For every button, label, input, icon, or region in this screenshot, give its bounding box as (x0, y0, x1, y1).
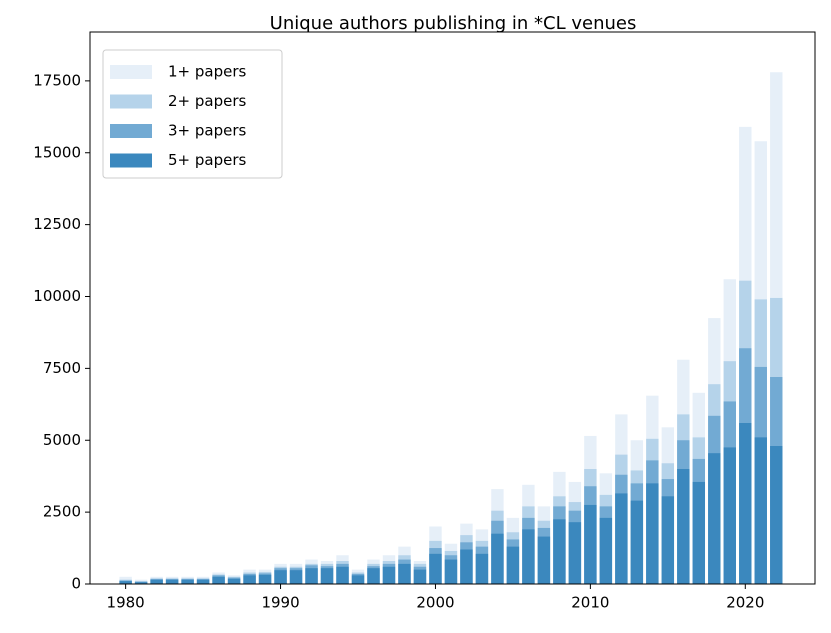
bar (568, 522, 582, 584)
y-tick-label: 15000 (33, 143, 81, 161)
bar (491, 533, 504, 584)
bar (460, 549, 473, 584)
plot-frame (89, 31, 816, 585)
bar (475, 553, 489, 584)
legend-box (102, 49, 283, 179)
bar (134, 582, 148, 584)
bar (351, 575, 365, 584)
bar (165, 579, 179, 584)
legend-swatch (110, 65, 152, 79)
bar (770, 446, 783, 584)
bar (692, 481, 706, 584)
bar (599, 517, 613, 584)
legend-swatch (110, 124, 152, 138)
bar (413, 569, 427, 584)
legend-label: 1+ papers (168, 63, 247, 81)
bar (723, 447, 736, 584)
bar (274, 570, 287, 584)
x-tick-label: 1990 (261, 594, 299, 612)
legend-swatch (110, 153, 152, 168)
bar (382, 566, 396, 584)
y-tick-label: 10000 (33, 287, 81, 305)
legend-label: 5+ papers (168, 151, 247, 169)
bar (150, 579, 163, 584)
bar (196, 579, 210, 584)
bar (289, 570, 303, 584)
legend-swatch (110, 94, 152, 109)
bar (677, 469, 690, 584)
bar (739, 423, 752, 584)
bar (506, 546, 520, 584)
x-tick-label: 2000 (416, 594, 454, 612)
bar (367, 568, 380, 584)
y-tick-label: 17500 (33, 71, 81, 89)
bar (429, 553, 442, 584)
bar (661, 496, 675, 584)
y-tick-label: 2500 (43, 503, 81, 521)
chart-title: Unique authors publishing in *CL venues (270, 13, 637, 34)
y-tick-label: 5000 (43, 431, 81, 449)
bar (305, 568, 318, 584)
bar (537, 536, 551, 584)
bar (708, 453, 721, 584)
bar (615, 493, 628, 584)
x-tick-label: 2010 (571, 594, 609, 612)
bar (584, 504, 597, 584)
bar (646, 483, 659, 584)
x-tick-label: 1980 (107, 594, 145, 612)
bar (243, 575, 256, 584)
y-tick-label: 7500 (43, 359, 81, 377)
bar (336, 566, 349, 584)
bar (754, 437, 767, 584)
bar (630, 500, 644, 584)
bar (553, 519, 566, 584)
y-tick-label: 12500 (33, 215, 81, 233)
bar (119, 581, 132, 584)
bar (320, 568, 334, 584)
bar (398, 563, 411, 584)
bar (212, 576, 225, 584)
bar (258, 574, 272, 584)
legend-label: 3+ papers (168, 122, 247, 140)
x-tick-label: 2020 (726, 594, 764, 612)
bar (522, 529, 535, 584)
bar (181, 579, 194, 584)
y-tick-label: 0 (71, 575, 81, 593)
bar (227, 578, 241, 584)
bar (444, 559, 458, 584)
legend-label: 2+ papers (168, 92, 247, 110)
